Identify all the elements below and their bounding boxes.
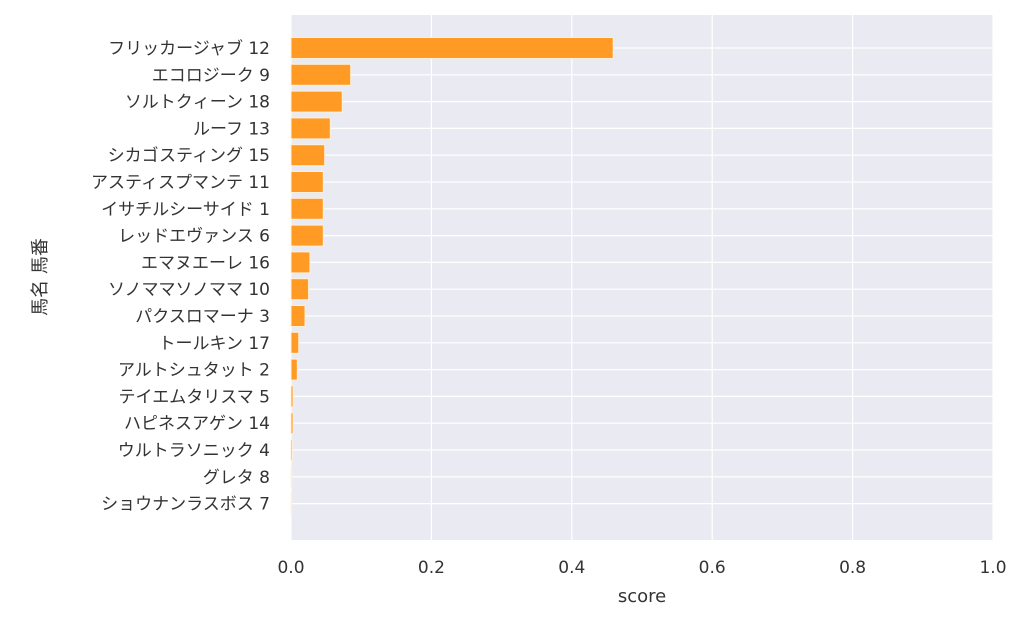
bar [290,278,310,301]
bar [290,331,300,354]
bar [290,90,343,113]
bar [290,171,324,193]
x-tick-label: 1.0 [979,558,1006,578]
y-tick-label: エコロジーク 9 [152,66,270,86]
y-tick-label: パクスロマーナ 3 [135,307,270,327]
x-tick-label: 0.0 [277,558,304,578]
x-axis-label: score [618,586,666,607]
y-tick-label: ウルトラソニック 4 [118,441,270,461]
bar [290,63,352,86]
bar [290,492,293,515]
y-tick-label: ショウナンラスボス 7 [101,495,270,515]
y-tick-label: ハピネスアゲン 14 [124,414,270,434]
bar [290,117,331,140]
y-tick-label: ソノママソノママ 10 [108,280,270,300]
y-tick-label: トールキン 17 [158,334,270,354]
bar [290,144,326,167]
y-tick-label: アスティスプマンテ 11 [91,173,270,193]
x-tick-label: 0.6 [699,558,726,578]
y-tick-label: レッドエヴァンス 6 [118,227,270,247]
x-tick-label: 0.4 [558,558,585,578]
y-tick-label: ソルトクィーン 18 [125,93,270,113]
bar [290,412,294,435]
x-tick-label: 0.8 [839,558,866,578]
bar [290,37,614,59]
y-axis-label: 馬名 馬番 [30,238,51,316]
y-tick-label: エマヌエーレ 16 [141,253,270,273]
bar [290,305,306,327]
bar [290,439,293,461]
bar [290,465,293,488]
bar [290,224,324,247]
y-tick-label: グレタ 8 [203,468,270,488]
y-tick-label: テイエムタリスマ 5 [118,387,270,407]
bar [290,251,311,274]
bar [290,385,294,408]
y-tick-label: イサチルシーサイド 1 [101,200,270,220]
y-tick-label: アルトシュタット 2 [118,361,270,381]
bar [290,197,324,220]
y-tick-label: シカゴスティング 15 [108,145,270,166]
x-tick-label: 0.2 [418,558,445,578]
plot-background [291,15,993,540]
y-tick-label: フリッカージャブ 12 [108,38,270,59]
bar [290,358,298,381]
y-tick-label: ルーフ 13 [193,119,270,139]
